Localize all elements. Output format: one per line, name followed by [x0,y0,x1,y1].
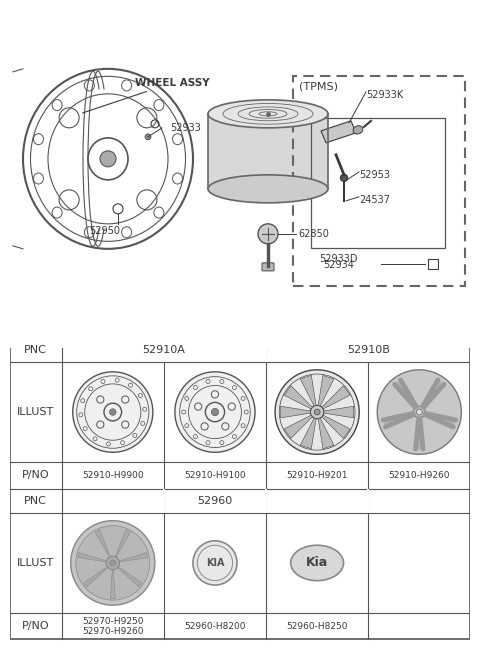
Polygon shape [318,418,334,449]
Circle shape [110,560,116,566]
Text: ILLUST: ILLUST [17,558,54,568]
Circle shape [314,409,320,415]
Text: 52960-H8250: 52960-H8250 [287,622,348,631]
Bar [163,489,165,512]
Text: 52950: 52950 [89,226,120,236]
Polygon shape [395,380,416,407]
Circle shape [175,372,255,452]
Text: 24537: 24537 [359,195,390,205]
Text: KIA: KIA [206,558,224,568]
Polygon shape [115,530,130,557]
Polygon shape [383,413,414,427]
Polygon shape [318,375,334,406]
Text: WHEEL ASSY: WHEEL ASSY [83,78,210,113]
Text: P/NO: P/NO [22,621,49,631]
Text: PNC: PNC [24,344,47,355]
Circle shape [275,370,359,455]
Circle shape [100,151,116,167]
Polygon shape [118,567,142,587]
Polygon shape [300,418,316,449]
Text: ILLUST: ILLUST [17,407,54,417]
Text: 52953: 52953 [359,170,390,180]
Circle shape [311,405,324,419]
Bar [293,76,465,286]
Circle shape [106,556,120,569]
Circle shape [109,409,116,415]
Text: 52933: 52933 [170,123,201,133]
Circle shape [413,406,425,418]
Bar [265,338,267,361]
Polygon shape [78,552,107,562]
Bar [367,338,369,361]
Text: 52960-H8200: 52960-H8200 [184,622,246,631]
Polygon shape [281,406,311,418]
Ellipse shape [208,100,328,128]
Polygon shape [324,406,354,418]
Text: 52910A: 52910A [143,344,185,355]
Text: 52910-H9201: 52910-H9201 [287,471,348,480]
Bar [208,114,328,189]
Text: (TPMS): (TPMS) [299,82,338,92]
Text: 52970-H9250
52970-H9260: 52970-H9250 52970-H9260 [82,617,144,636]
Text: P/NO: P/NO [22,470,49,480]
Text: 52910-H9900: 52910-H9900 [82,471,144,480]
Bar [265,489,267,512]
Text: 52910B: 52910B [347,344,390,355]
Ellipse shape [291,545,344,581]
Ellipse shape [353,126,363,134]
Text: Kia: Kia [306,556,328,569]
Text: PNC: PNC [24,495,47,506]
Text: 52910-H9100: 52910-H9100 [184,471,246,480]
Circle shape [211,409,218,416]
Circle shape [145,134,151,140]
Bar [367,489,369,512]
Circle shape [377,370,461,455]
Polygon shape [95,530,110,557]
Circle shape [193,541,237,585]
Polygon shape [425,413,456,427]
Polygon shape [416,418,423,449]
Polygon shape [321,121,356,143]
Circle shape [76,525,150,600]
Polygon shape [284,386,312,409]
Text: 52960: 52960 [197,495,233,506]
Polygon shape [300,375,316,406]
Bar [163,338,165,361]
Polygon shape [322,386,350,409]
Bar [311,118,445,248]
FancyBboxPatch shape [262,263,274,271]
Polygon shape [110,569,115,598]
Polygon shape [422,380,444,407]
Circle shape [340,174,348,181]
Circle shape [72,372,153,452]
Text: 52910-H9260: 52910-H9260 [389,471,450,480]
Polygon shape [284,415,312,438]
Circle shape [258,224,278,244]
Circle shape [416,409,422,415]
Text: 52934: 52934 [323,260,354,270]
Circle shape [71,521,155,605]
Ellipse shape [208,175,328,203]
Text: 52933K: 52933K [366,90,403,100]
Text: 62850: 62850 [298,229,329,239]
Text: 52933D: 52933D [319,254,358,264]
Polygon shape [119,552,148,562]
Polygon shape [322,415,350,438]
Polygon shape [84,567,108,587]
